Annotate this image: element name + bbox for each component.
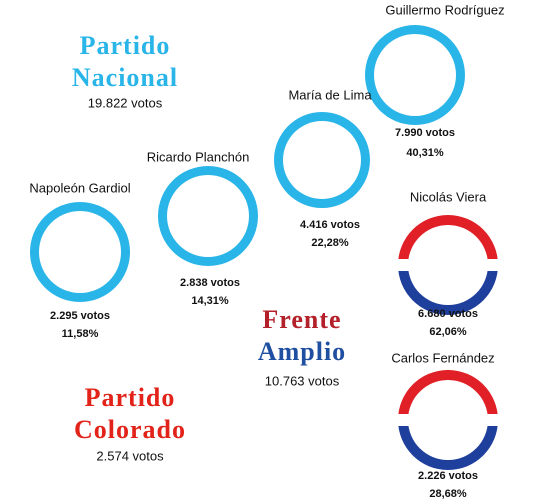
candidate-votes: 4.416 votos	[300, 219, 360, 231]
portrait	[398, 215, 498, 315]
party-votes: 2.574 votos	[96, 448, 164, 464]
candidate-percent: 40,31%	[406, 147, 444, 159]
candidate-name: Ricardo Planchón	[146, 149, 250, 165]
party-title: Nacional	[71, 63, 179, 92]
portrait	[158, 166, 258, 266]
portrait	[30, 202, 130, 302]
candidate-percent: 28,68%	[429, 488, 467, 500]
portrait	[274, 112, 370, 208]
candidate-name: Guillermo Rodríguez	[385, 2, 505, 18]
party-title: Frente	[262, 305, 342, 334]
candidate-name: Carlos Fernández	[391, 350, 495, 366]
party-title: Partido	[84, 383, 176, 412]
candidate-percent: 11,58%	[61, 328, 99, 340]
party-votes: 10.763 votos	[264, 373, 340, 389]
candidate-name: María de Lima	[288, 87, 372, 103]
candidate-name: Napoleón Gardiol	[29, 180, 131, 196]
candidate-votes: 2.226 votos	[418, 470, 478, 482]
candidate-votes: 2.295 votos	[50, 310, 110, 322]
party-title: Colorado	[74, 415, 186, 444]
candidate-percent: 14,31%	[191, 295, 229, 307]
candidate-votes: 2.838 votos	[180, 277, 240, 289]
candidate-name: Nicolás Viera	[409, 189, 487, 205]
candidate-votes: 6.680 votos	[418, 308, 478, 320]
party-title: Partido	[79, 31, 171, 60]
candidate-percent: 62,06%	[429, 326, 467, 338]
portrait	[398, 370, 498, 470]
candidate-percent: 22,28%	[311, 237, 349, 249]
portrait	[365, 25, 465, 125]
party-title: Amplio	[257, 337, 347, 366]
candidate-votes: 7.990 votos	[395, 127, 455, 139]
party-votes: 19.822 votos	[87, 95, 163, 111]
